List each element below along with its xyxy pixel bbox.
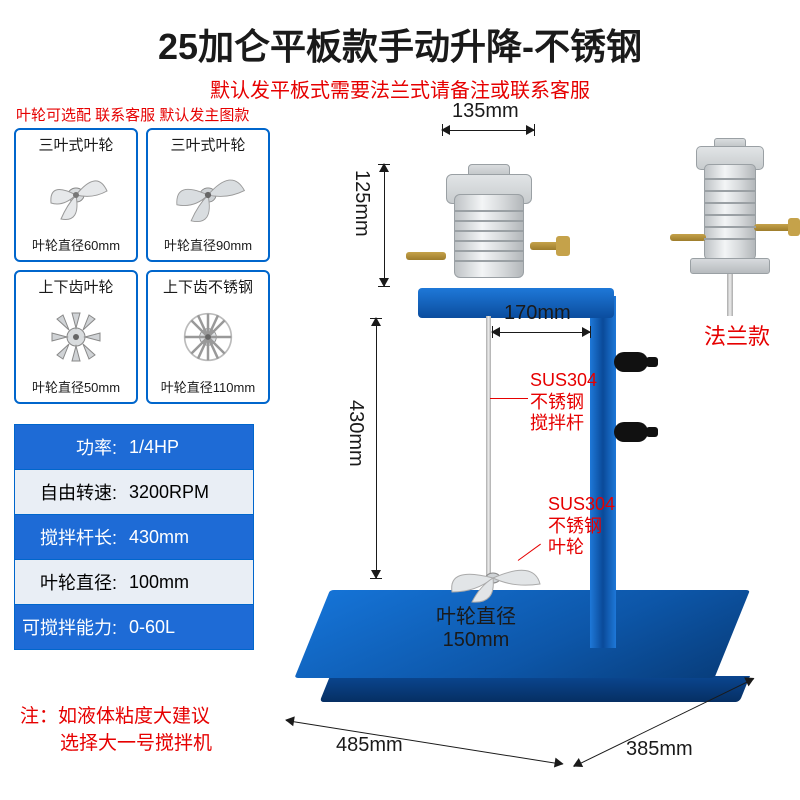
- adjust-knob: [614, 422, 648, 442]
- impeller-dim: 叶轮直径50mm: [32, 377, 120, 396]
- label-line: SUS304: [530, 370, 597, 390]
- impeller-icon: [36, 159, 116, 231]
- impeller-options-grid: 三叶式叶轮 叶轮直径60mm 三叶式叶轮 叶轮直径90mm 上下齿叶: [14, 128, 270, 404]
- impeller-icon: [168, 159, 248, 231]
- impeller-name: 三叶式叶轮: [170, 134, 245, 155]
- impeller-name: 三叶式叶轮: [38, 134, 113, 155]
- spec-value: 0-60L: [123, 617, 175, 638]
- dim-arrow: [442, 130, 534, 131]
- label-line: 不锈钢: [530, 392, 584, 412]
- label-line: 叶轮: [548, 537, 584, 557]
- impeller-dim: 叶轮直径90mm: [164, 235, 252, 254]
- impeller-icon: [36, 301, 116, 373]
- dim-impeller-dia: 叶轮直径 150mm: [436, 600, 516, 652]
- spec-label: 功率:: [15, 434, 123, 460]
- spec-label: 搅拌杆长:: [15, 524, 123, 550]
- impeller-name: 上下齿叶轮: [38, 276, 113, 297]
- spec-label: 可搅拌能力:: [15, 614, 123, 640]
- spec-note-line: 注：如液体粘度大建议: [20, 706, 210, 727]
- label-line: SUS304: [548, 494, 615, 514]
- spec-value: 3200RPM: [123, 482, 209, 503]
- impeller-dim: 叶轮直径110mm: [161, 377, 255, 396]
- spec-row: 搅拌杆长: 430mm: [14, 514, 254, 560]
- support-pillar: [590, 296, 616, 648]
- adjust-knob: [614, 352, 648, 372]
- impeller-name: 上下齿不锈钢: [163, 276, 253, 297]
- dim-bracket-width: 170mm: [504, 302, 571, 325]
- impeller-icon: [168, 301, 248, 373]
- impeller-dim: 叶轮直径60mm: [32, 235, 120, 254]
- impeller-options-note: 叶轮可选配 联系客服 默认发主图款: [16, 104, 249, 125]
- callout-line: [490, 398, 528, 399]
- spec-label: 自由转速:: [15, 479, 123, 505]
- label-flange-variant: 法兰款: [704, 324, 770, 350]
- spec-table: 功率: 1/4HP 自由转速: 3200RPM 搅拌杆长: 430mm 叶轮直径…: [14, 424, 254, 649]
- impeller-option: 三叶式叶轮 叶轮直径90mm: [146, 128, 270, 262]
- impeller-option: 上下齿叶轮 叶轮直径50mm: [14, 270, 138, 404]
- spec-row: 叶轮直径: 100mm: [14, 559, 254, 605]
- dim-motor-height: 125mm: [350, 170, 373, 237]
- spec-row: 可搅拌能力: 0-60L: [14, 604, 254, 650]
- air-motor: [442, 164, 536, 292]
- page-title: 25加仑平板款手动升降-不锈钢: [0, 0, 800, 70]
- label-impeller-material: SUS304 不锈钢 叶轮: [548, 494, 615, 559]
- spec-row: 功率: 1/4HP: [14, 424, 254, 470]
- label-shaft-material: SUS304 不锈钢 搅拌杆: [530, 370, 597, 435]
- impeller-option: 三叶式叶轮 叶轮直径60mm: [14, 128, 138, 262]
- spec-row: 自由转速: 3200RPM: [14, 469, 254, 515]
- dim-arrow: [384, 164, 385, 286]
- base-plate-side: [319, 676, 750, 702]
- flange-variant: [680, 138, 780, 326]
- spec-note: 注：如液体粘度大建议 选择大一号搅拌机: [20, 704, 252, 757]
- spec-label: 叶轮直径:: [15, 569, 123, 595]
- label-line: 不锈钢: [548, 516, 602, 536]
- dim-arrow: [286, 720, 563, 765]
- dim-top-width: 135mm: [452, 100, 519, 123]
- spec-note-line: 选择大一号搅拌机: [20, 733, 212, 754]
- product-diagram: 135mm 125mm 430mm 170mm 叶轮直径 150mm 485mm…: [300, 100, 800, 800]
- dim-text: 叶轮直径: [436, 606, 516, 628]
- subtitle: 默认发平板式需要法兰式请备注或联系客服: [0, 74, 800, 103]
- spec-value: 1/4HP: [123, 437, 179, 458]
- spec-value: 430mm: [123, 527, 189, 548]
- spec-value: 100mm: [123, 572, 189, 593]
- label-line: 搅拌杆: [530, 413, 584, 433]
- dim-arrow: [376, 318, 377, 578]
- dim-text: 150mm: [443, 629, 510, 651]
- impeller-option: 上下齿不锈钢 叶轮直径110mm: [146, 270, 270, 404]
- dim-shaft-length: 430mm: [344, 400, 367, 467]
- dim-arrow: [492, 332, 590, 333]
- dim-base-width: 385mm: [626, 738, 693, 761]
- mixing-shaft: [486, 316, 491, 578]
